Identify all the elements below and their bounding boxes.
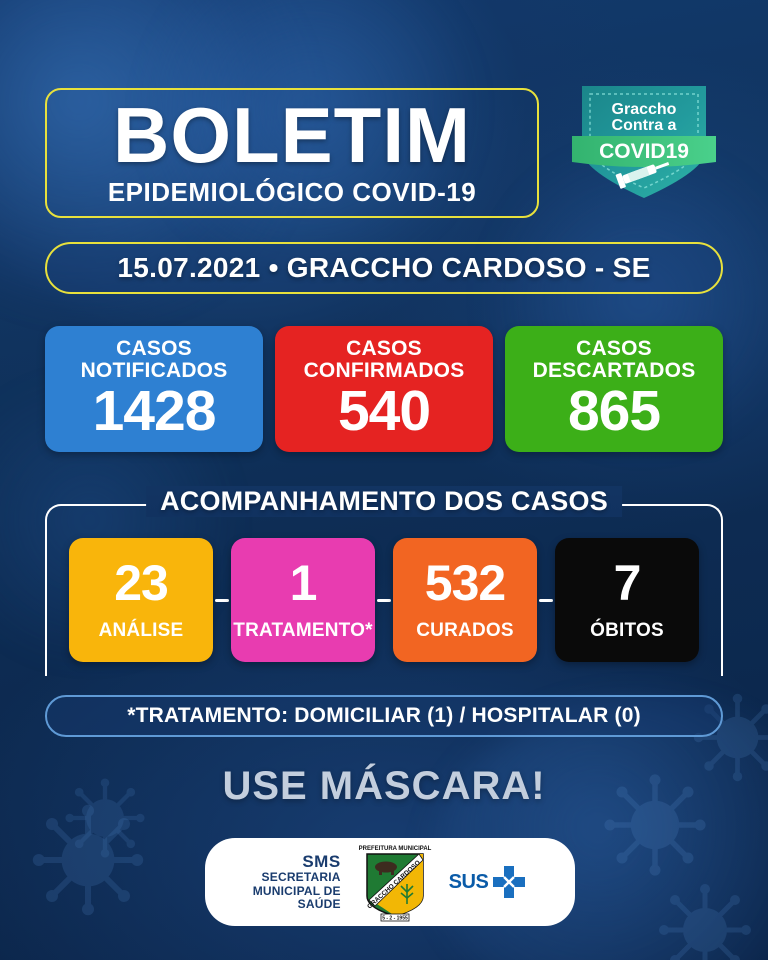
stat-label-line2: NOTIFICADOS: [80, 358, 228, 382]
sms-abbreviation: SMS: [302, 852, 341, 872]
follow-card-value: 1: [289, 555, 318, 611]
date-location-bar: 15.07.2021 • GRACCHO CARDOSO - SE: [45, 242, 723, 294]
card-separator: [213, 538, 231, 662]
card-separator: [375, 538, 393, 662]
stat-label-line1: CASOS: [116, 337, 192, 361]
page-title: BOLETIM: [113, 91, 471, 180]
sus-label: SUS: [448, 870, 489, 893]
follow-card-analise: 23 ANÁLISE: [69, 538, 213, 662]
follow-card-label: ÓBITOS: [590, 620, 664, 641]
follow-up-section: ACOMPANHAMENTO DOS CASOS 23 ANÁLISE 1 TR…: [45, 486, 723, 676]
stat-label: CASOS NOTIFICADOS: [81, 338, 228, 381]
sms-line2: MUNICIPAL DE: [252, 883, 341, 898]
date-location-text: 15.07.2021 • GRACCHO CARDOSO - SE: [117, 252, 651, 283]
sus-logo: SUS: [449, 864, 528, 900]
follow-up-cards: 23 ANÁLISE 1 TRATAMENTO* 532 CURADOS 7 Ó…: [69, 538, 699, 662]
follow-card-value: 532: [424, 555, 506, 611]
follow-card-tratamento: 1 TRATAMENTO*: [231, 538, 375, 662]
stat-label-line2: DESCARTADOS: [532, 358, 696, 382]
follow-card-label: CURADOS: [416, 620, 514, 641]
stat-label-line1: CASOS: [576, 337, 652, 361]
municipal-crest-icon: PREFEITURA MUNICIPAL GRACCHO CARDOSO 5 -…: [358, 846, 431, 922]
follow-up-title: ACOMPANHAMENTO DOS CASOS: [146, 486, 622, 517]
follow-card-value: 7: [613, 555, 642, 611]
treatment-note-bar: *TRATAMENTO: DOMICILIAR (1) / HOSPITALAR…: [45, 695, 723, 737]
footer-logo-strip: SMS SECRETARIA MUNICIPAL DE SAÚDE PREFEI…: [205, 838, 575, 926]
stat-value: 865: [567, 378, 661, 443]
sms-line1: SECRETARIA: [261, 870, 341, 885]
badge-line1: Graccho: [612, 101, 677, 118]
badge-ribbon-label: COVID19: [599, 140, 689, 163]
card-separator: [537, 538, 555, 662]
sus-cross-icon: [493, 866, 526, 898]
badge-line2: Contra a: [612, 117, 677, 134]
stat-value: 1428: [92, 378, 217, 443]
stat-card-confirmados: CASOS CONFIRMADOS 540: [275, 326, 493, 452]
follow-card-value: 23: [114, 555, 169, 611]
follow-card-label: TRATAMENTO*: [233, 620, 373, 641]
sms-line3: SAÚDE: [297, 897, 341, 912]
stat-card-descartados: CASOS DESCARTADOS 865: [505, 326, 723, 452]
stat-card-notificados: CASOS NOTIFICADOS 1428: [45, 326, 263, 452]
syringe-icon: [615, 162, 670, 189]
follow-card-curados: 532 CURADOS: [393, 538, 537, 662]
crest-top-label: PREFEITURA MUNICIPAL: [358, 846, 431, 852]
follow-card-label: ANÁLISE: [98, 620, 184, 641]
stat-label-line1: CASOS: [346, 337, 422, 361]
page-subtitle: EPIDEMIOLÓGICO COVID-19: [107, 176, 477, 207]
stat-label: CASOS CONFIRMADOS: [304, 338, 465, 381]
slogan-text: USE MÁSCARA!: [222, 764, 546, 808]
stat-label-line2: CONFIRMADOS: [303, 358, 465, 382]
follow-card-obitos: 7 ÓBITOS: [555, 538, 699, 662]
crest-date-label: 5 - 2 - 1955: [382, 916, 408, 922]
stat-label: CASOS DESCARTADOS: [533, 338, 696, 381]
top-stats-row: CASOS NOTIFICADOS 1428 CASOS CONFIRMADOS…: [45, 326, 723, 452]
campaign-badge: Graccho Contra a COVID19: [568, 78, 720, 204]
virus-decoration-icon: [32, 804, 144, 916]
treatment-note-text: *TRATAMENTO: DOMICILIAR (1) / HOSPITALAR…: [127, 704, 641, 727]
sms-logo: SMS SECRETARIA MUNICIPAL DE SAÚDE: [253, 852, 341, 911]
virus-decoration-icon: [659, 884, 751, 960]
stat-value: 540: [337, 378, 431, 443]
title-box: BOLETIM EPIDEMIOLÓGICO COVID-19: [45, 88, 539, 218]
